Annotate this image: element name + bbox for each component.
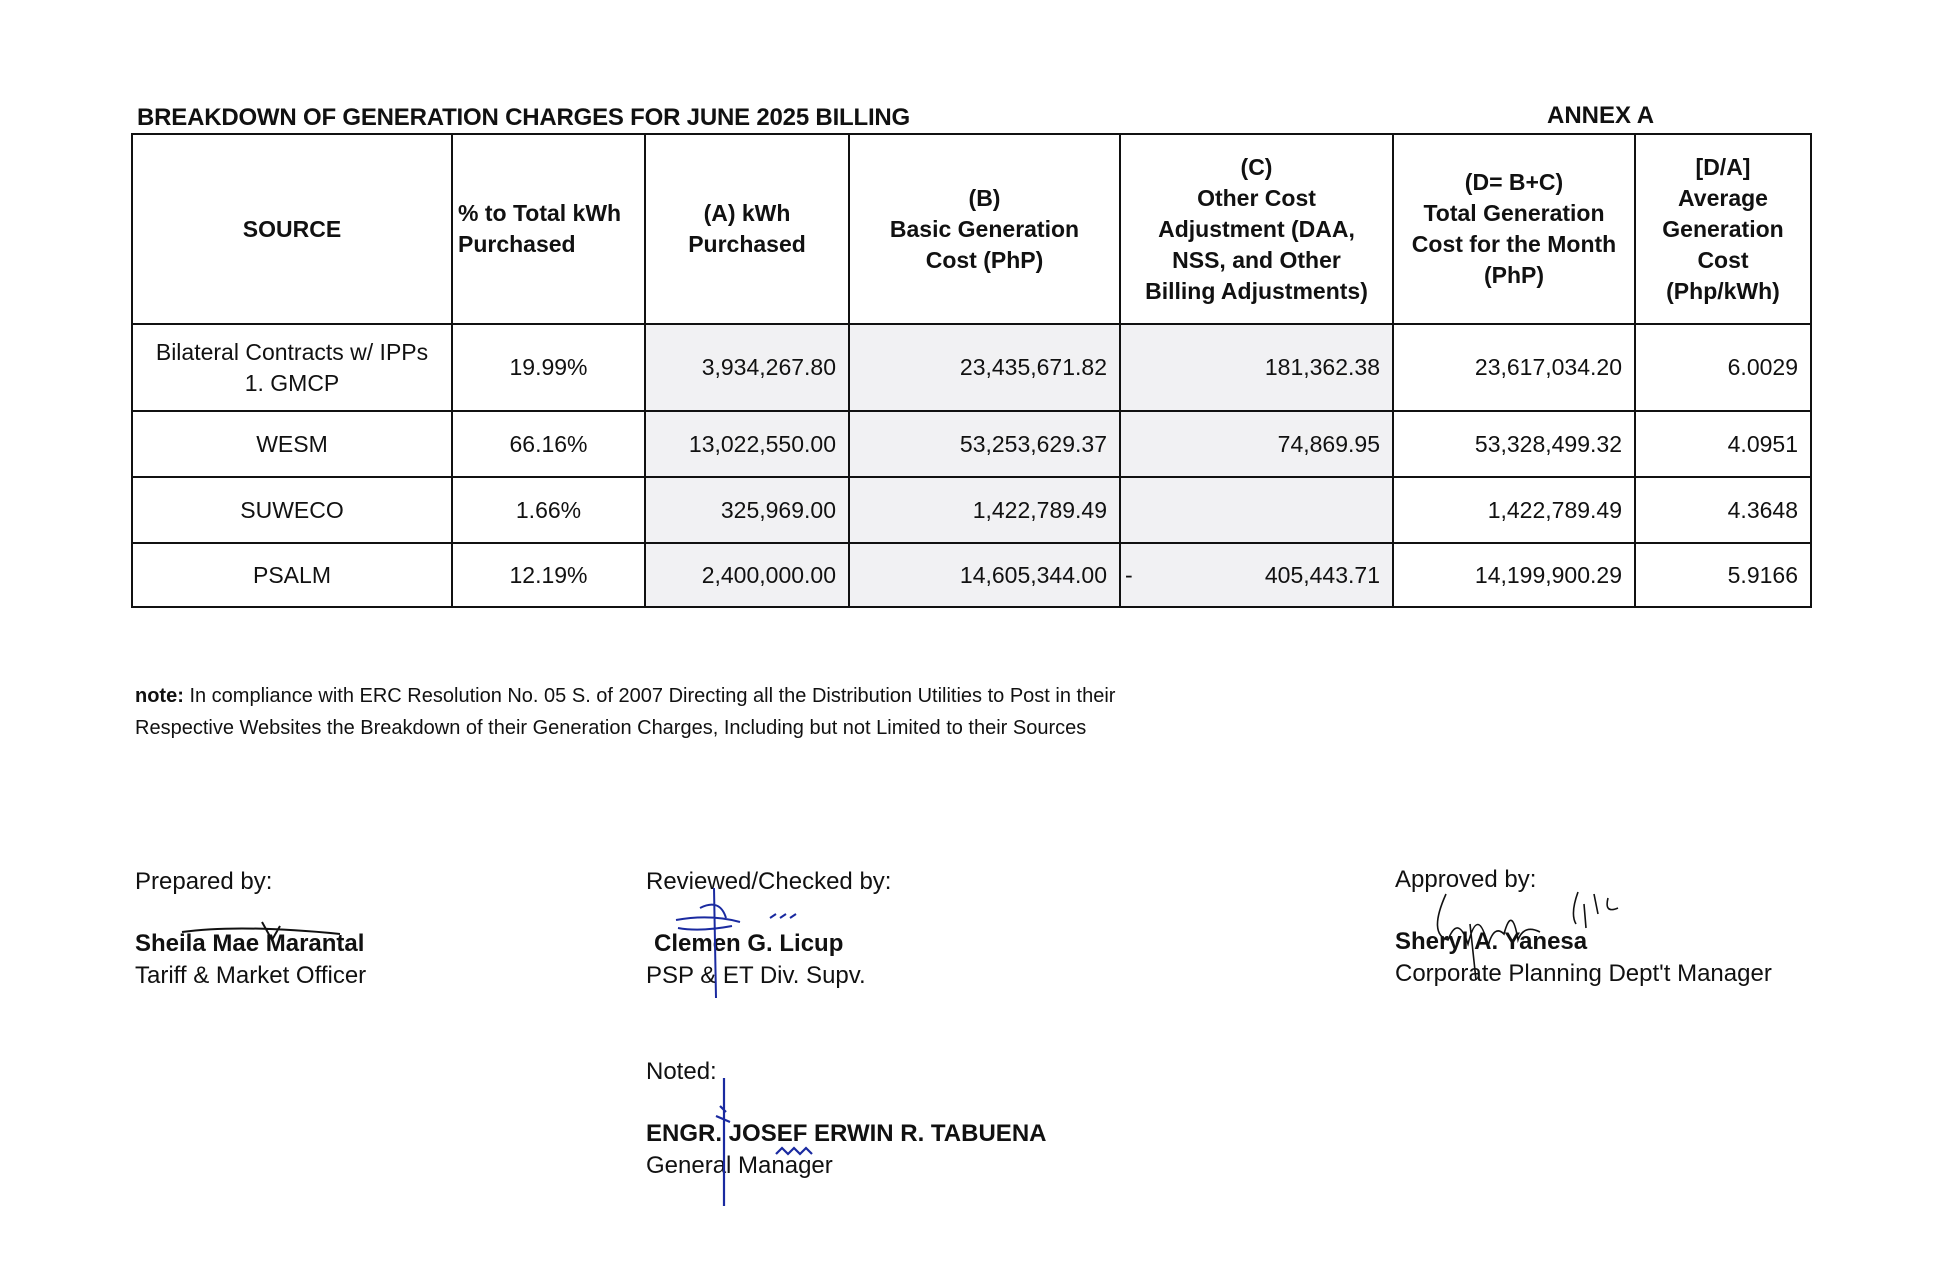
table-row: SUWECO 1.66% 325,969.00 1,422,789.49 1,4… [131,476,1812,544]
cell-total-cost: 1,422,789.49 [1392,476,1636,544]
cell-source: SUWECO [131,476,453,544]
cell-kwh: 3,934,267.80 [644,323,850,412]
table-row: PSALM 12.19% 2,400,000.00 14,605,344.00 … [131,542,1812,608]
note-line-2: Respective Websites the Breakdown of the… [135,717,1087,739]
cell-average-cost: 6.0029 [1634,323,1812,412]
cell-pct: 19.99% [451,323,646,412]
generation-charges-table: SOURCE % to Total kWh Purchased (A) kWh Pu… [131,133,1812,608]
signature-noted [715,1078,813,1206]
prepared-by-block: Prepared by: Sheila Mae Marantal Tariff … [135,866,366,992]
prepared-by-label: Prepared by: [135,868,273,895]
approved-by-label: Approved by: [1395,866,1537,893]
header-pct-total-kwh: % to Total kWh Purchased [451,133,646,325]
cell-total-cost: 14,199,900.29 [1392,542,1636,608]
cell-other-cost: 181,362.38 [1119,323,1394,412]
cell-other-cost [1119,476,1394,544]
reviewed-by-name: Clemen G. Licup [654,930,844,957]
cell-basic-cost: 1,422,789.49 [848,476,1121,544]
cell-average-cost: 5.9166 [1634,542,1812,608]
cell-kwh: 325,969.00 [644,476,850,544]
signature-approved [1436,891,1619,981]
cell-average-cost: 4.3648 [1634,476,1812,544]
signature-prepared [181,921,341,943]
noted-by-block: Noted: ENGR. JOSEF ERWIN R. TABUENA Gene… [646,1056,1046,1182]
cell-source: WESM [131,410,453,478]
table-row: Bilateral Contracts w/ IPPs 1. GMCP 19.99… [131,323,1812,412]
noted-by-position: General Manager [646,1152,833,1179]
cell-other-cost: 74,869.95 [1119,410,1394,478]
noted-by-label: Noted: [646,1058,717,1085]
note-label: note: [135,685,184,707]
noted-by-name: ENGR. JOSEF ERWIN R. TABUENA [646,1120,1047,1147]
note-line-1: In compliance with ERC Resolution No. 05… [183,685,1116,707]
header-total-generation-cost: (D= B+C) Total Generation Cost for the Mon… [1392,133,1636,325]
cell-basic-cost: 53,253,629.37 [848,410,1121,478]
cell-total-cost: 53,328,499.32 [1392,410,1636,478]
reviewed-by-label: Reviewed/Checked by: [646,868,892,895]
compliance-note: note: In compliance with ERC Resolution … [135,680,1115,744]
header-kwh-purchased: (A) kWh Purchased [644,133,850,325]
header-source: SOURCE [131,133,453,325]
approved-by-name: Sheryl A. Yanesa [1395,928,1588,955]
annex-label: ANNEX A [1547,102,1655,129]
header-basic-generation-cost: (B) Basic Generation Cost (PhP) [848,133,1121,325]
cell-total-cost: 23,617,034.20 [1392,323,1636,412]
cell-other-cost: -405,443.71 [1119,542,1394,608]
document-title: BREAKDOWN OF GENERATION CHARGES FOR JUNE… [137,104,911,131]
cell-average-cost: 4.0951 [1634,410,1812,478]
signature-reviewed [675,887,797,999]
cell-pct: 1.66% [451,476,646,544]
cell-basic-cost: 23,435,671.82 [848,323,1121,412]
table-row: WESM 66.16% 13,022,550.00 53,253,629.37 … [131,410,1812,478]
cell-source: Bilateral Contracts w/ IPPs 1. GMCP [131,323,453,412]
cell-kwh: 13,022,550.00 [644,410,850,478]
cell-basic-cost: 14,605,344.00 [848,542,1121,608]
cell-pct: 12.19% [451,542,646,608]
table-header-row: SOURCE % to Total kWh Purchased (A) kWh Pu… [131,133,1812,325]
prepared-by-name: Sheila Mae Marantal [135,930,365,957]
header-other-cost-adjustment: (C) Other Cost Adjustment (DAA, NSS, and Ot… [1119,133,1394,325]
prepared-by-position: Tariff & Market Officer [135,962,367,989]
approved-by-position: Corporate Planning Dept't Manager [1395,960,1772,987]
reviewed-by-position: PSP & ET Div. Supv. [646,962,866,989]
reviewed-by-block: Reviewed/Checked by: Clemen G. Licup PSP… [646,866,891,992]
approved-by-block: Approved by: Sheryl A. Yanesa Corporate … [1395,864,1772,990]
header-average-generation-cost: [D/A] Average Generation Cost (Php/kWh) [1634,133,1812,325]
cell-source: PSALM [131,542,453,608]
cell-pct: 66.16% [451,410,646,478]
cell-kwh: 2,400,000.00 [644,542,850,608]
